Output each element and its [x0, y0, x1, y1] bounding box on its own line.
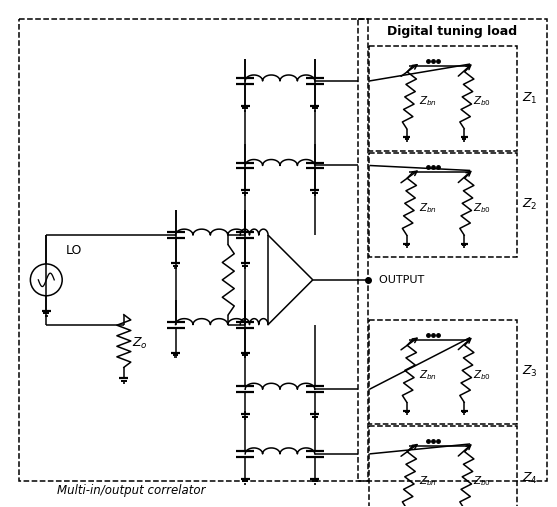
Text: $Z_{bn}$: $Z_{bn}$ — [419, 94, 437, 108]
Text: $Z_4$: $Z_4$ — [522, 470, 538, 486]
Text: $Z_{bn}$: $Z_{bn}$ — [419, 201, 437, 214]
Bar — [19, 19, 368, 481]
Text: $Z_2$: $Z_2$ — [522, 197, 537, 212]
Bar — [369, 426, 517, 507]
Bar — [358, 19, 546, 481]
Text: $Z_o$: $Z_o$ — [132, 336, 148, 350]
Text: Digital tuning load: Digital tuning load — [387, 25, 517, 38]
Text: $Z_{bn}$: $Z_{bn}$ — [419, 475, 437, 488]
Text: $Z_1$: $Z_1$ — [522, 91, 538, 106]
Text: LO: LO — [66, 244, 82, 257]
Bar — [369, 153, 517, 257]
Bar — [369, 46, 517, 151]
Text: $Z_3$: $Z_3$ — [522, 365, 538, 379]
Bar — [369, 319, 517, 424]
Text: $Z_{b0}$: $Z_{b0}$ — [473, 475, 491, 488]
Text: $Z_{b0}$: $Z_{b0}$ — [473, 201, 491, 214]
Text: $Z_{bn}$: $Z_{bn}$ — [419, 368, 437, 382]
Text: $Z_{b0}$: $Z_{b0}$ — [473, 368, 491, 382]
Text: OUTPUT: OUTPUT — [373, 275, 425, 285]
Text: Multi-in/output correlator: Multi-in/output correlator — [57, 484, 205, 497]
Text: $Z_{b0}$: $Z_{b0}$ — [473, 94, 491, 108]
